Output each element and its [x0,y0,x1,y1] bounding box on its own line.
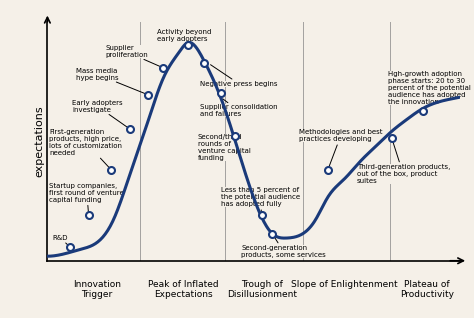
Text: Early adopters
investigate: Early adopters investigate [72,100,128,128]
Text: Plateau of
Productivity: Plateau of Productivity [400,280,454,299]
Text: R&D: R&D [53,235,68,245]
Text: Methodologies and best
practices developing: Methodologies and best practices develop… [299,129,383,167]
Text: First-generation
products, high price,
lots of customization
needed: First-generation products, high price, l… [49,129,122,168]
Text: Supplier
proliferation: Supplier proliferation [105,45,160,66]
Text: Second/third
rounds of
venture capital
funding: Second/third rounds of venture capital f… [198,134,251,161]
Text: Trough of
Disillusionment: Trough of Disillusionment [227,280,297,299]
Text: Startup companies,
first round of venture
capital funding: Startup companies, first round of ventur… [49,183,124,212]
Text: Mass media
hype begins: Mass media hype begins [76,68,146,94]
Text: Peak of Inflated
Expectations: Peak of Inflated Expectations [148,280,219,299]
Text: Second-generation
products, some services: Second-generation products, some service… [241,236,326,258]
Y-axis label: expectations: expectations [35,106,45,177]
Text: Activity beyond
early adopters: Activity beyond early adopters [157,29,211,43]
Text: Slope of Enlightenment: Slope of Enlightenment [291,280,398,289]
Text: Negative press begins: Negative press begins [200,65,277,86]
Text: Supplier consolidation
and failures: Supplier consolidation and failures [200,99,278,117]
Text: Hgh-growth adoption
phase starts: 20 to 30
percent of the potential
audience has: Hgh-growth adoption phase starts: 20 to … [388,71,471,108]
Text: Innovation
Trigger: Innovation Trigger [73,280,121,299]
Text: Less than 5 percent of
the potential audience
has adopted fully: Less than 5 percent of the potential aud… [220,187,300,215]
Text: Third-generation products,
out of the box, product
suites: Third-generation products, out of the bo… [356,141,450,184]
